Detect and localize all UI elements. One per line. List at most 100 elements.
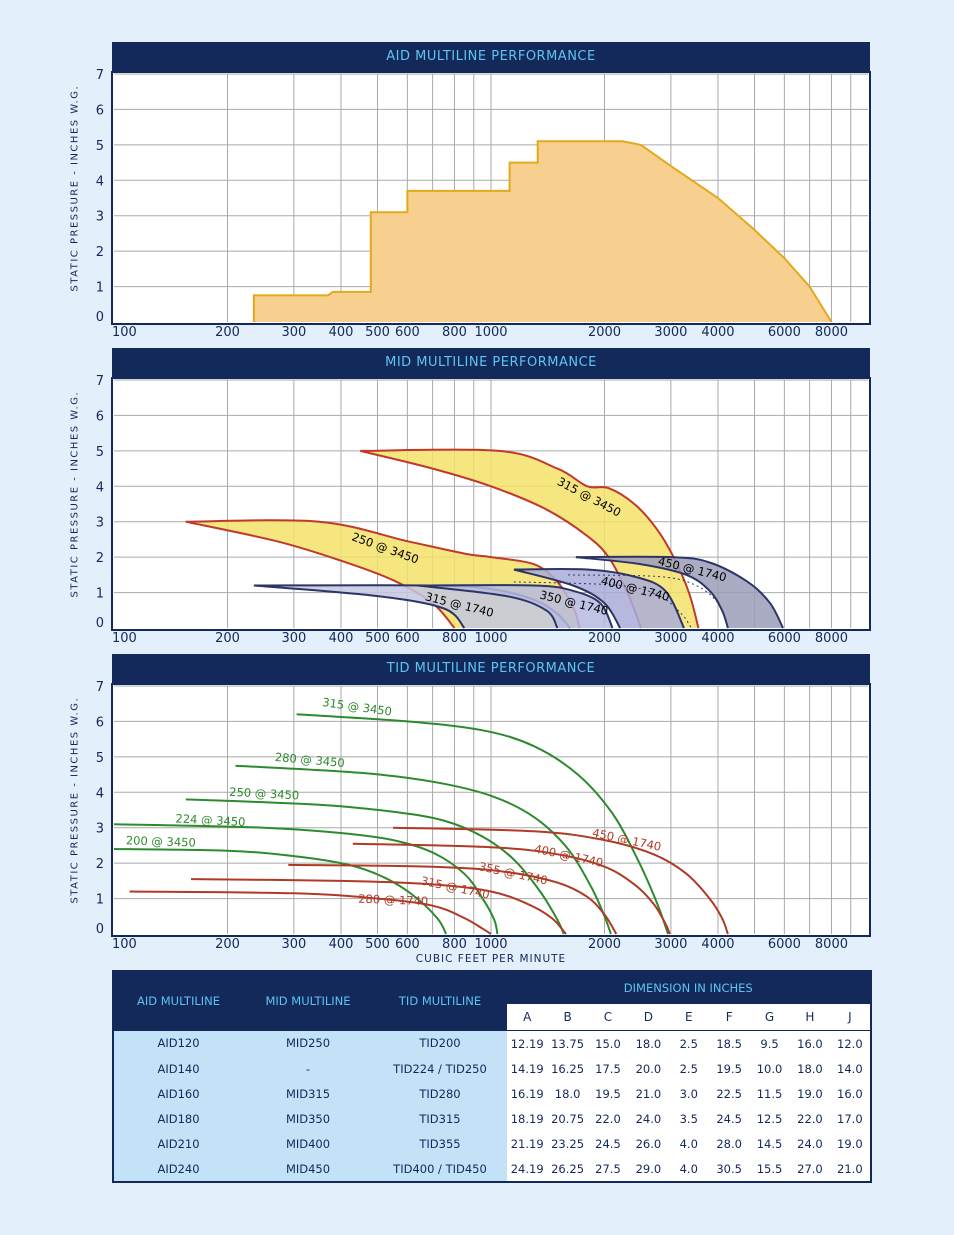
dimension-cell: 15.0 [587, 1030, 629, 1056]
y-tick-label: 6 [96, 103, 104, 118]
tid-model-cell: TID200 [373, 1030, 507, 1056]
dimension-cell: 21.0 [628, 1081, 669, 1106]
y-tick-label: 5 [96, 751, 104, 766]
tid-series-line [393, 826, 729, 935]
dimension-cell: 22.0 [789, 1106, 831, 1131]
dimension-cell: 12.0 [830, 1030, 871, 1056]
x-tick-label: 4000 [701, 325, 734, 340]
x-tick-label: 300 [281, 631, 306, 646]
dimension-cell: 3.0 [668, 1081, 709, 1106]
mid-band-area [253, 585, 570, 628]
tid-series-label: 280 @ 3450 [274, 750, 345, 770]
y-tick-label: 1 [96, 587, 104, 602]
y-tick-label: 2 [96, 245, 104, 260]
x-tick-label: 6000 [768, 631, 801, 646]
dimension-letter: J [830, 1004, 871, 1031]
tid-series-label: 224 @ 3450 [175, 811, 246, 829]
mid-y-axis-label: STATIC PRESSURE - INCHES W.G. [69, 390, 81, 598]
dimension-cell: 15.5 [749, 1156, 790, 1182]
dimension-cell: 18.0 [628, 1030, 669, 1056]
y-tick-label: 5 [96, 445, 104, 460]
dimension-cell: 3.5 [668, 1106, 709, 1131]
dimension-cell: 27.5 [587, 1156, 629, 1182]
tid-series-line [235, 764, 612, 935]
dimension-cell: 24.5 [587, 1131, 629, 1156]
aid-chart-title: AID MULTILINE PERFORMANCE [112, 42, 870, 72]
tid-series-label: 200 @ 3450 [126, 833, 196, 849]
x-tick-label: 2000 [588, 325, 621, 340]
dimension-header: DIMENSION IN INCHES [507, 971, 871, 1004]
dimension-cell: 22.0 [587, 1106, 629, 1131]
table-row: AID160 MID315 TID280 16.19 18.0 19.5 21.0 3.0 22… [113, 1081, 871, 1106]
x-tick-label: 2000 [588, 631, 621, 646]
x-tick-label: 1000 [474, 937, 507, 952]
table-row: AID240 MID450 TID400 / TID450 24.19 26.25 27.… [113, 1156, 871, 1182]
aid-model-cell: AID160 [113, 1081, 243, 1106]
dimension-cell: 16.0 [789, 1030, 831, 1056]
tid-column-header: TID MULTILINE [373, 971, 507, 1031]
y-tick-label: 6 [96, 409, 104, 424]
dimension-cell: 13.75 [547, 1030, 588, 1056]
aid-chart: AID MULTILINE PERFORMANCE 100 200 300 400 50… [96, 42, 871, 342]
dimension-cell: 30.5 [708, 1156, 750, 1182]
dimension-cell: 28.0 [708, 1131, 750, 1156]
y-tick-label: 0 [96, 922, 104, 937]
mid-band-area [417, 585, 613, 628]
x-tick-label: 500 [365, 325, 390, 340]
dimension-cell: 14.5 [749, 1131, 790, 1156]
y-tick-label: 3 [96, 822, 104, 837]
dimension-letter: A [507, 1004, 548, 1031]
x-tick-label: 8000 [815, 937, 848, 952]
x-tick-label: 200 [215, 937, 240, 952]
tid-chart-title: TID MULTILINE PERFORMANCE [112, 654, 870, 684]
x-tick-label: 800 [442, 325, 467, 340]
tid-series-line [113, 823, 499, 935]
dimension-cell: 17.5 [587, 1056, 629, 1081]
tid-series-line [296, 713, 670, 935]
dimension-cell: 21.0 [830, 1156, 871, 1182]
mid-dotted-curve [567, 574, 729, 629]
dimension-cell: 27.0 [789, 1156, 831, 1182]
x-tick-label: 600 [395, 325, 420, 340]
dimension-cell: 2.5 [668, 1030, 709, 1056]
x-tick-label: 3000 [654, 631, 687, 646]
table-row: AID210 MID400 TID355 21.19 23.25 24.5 26.0 4.0 2… [113, 1131, 871, 1156]
tid-series-label: 250 @ 3450 [229, 785, 300, 803]
dimension-cell: 24.0 [628, 1106, 669, 1131]
x-tick-label: 300 [281, 325, 306, 340]
dimension-letter: H [789, 1004, 831, 1031]
mid-band-area [360, 449, 699, 628]
y-tick-label: 3 [96, 210, 104, 225]
y-tick-label: 4 [96, 480, 104, 495]
aid-model-cell: AID140 [113, 1056, 243, 1081]
y-tick-label: 7 [96, 374, 104, 389]
x-tick-label: 100 [112, 325, 137, 340]
dimension-cell: 29.0 [628, 1156, 669, 1182]
tid-series-line [190, 878, 567, 935]
dimension-cell: 11.5 [749, 1081, 790, 1106]
tid-series-line [113, 848, 447, 935]
x-tick-label: 6000 [768, 325, 801, 340]
mid-model-cell: MID450 [243, 1156, 373, 1182]
dimension-cell: 18.0 [547, 1081, 588, 1106]
dimension-cell: 26.25 [547, 1156, 588, 1182]
tid-model-cell: TID355 [373, 1131, 507, 1156]
x-tick-label: 3000 [654, 937, 687, 952]
x-tick-label: 300 [281, 937, 306, 952]
x-tick-label: 800 [442, 937, 467, 952]
dimension-cell: 18.5 [708, 1030, 750, 1056]
dimension-cell: 14.19 [507, 1056, 548, 1081]
x-tick-label: 8000 [815, 631, 848, 646]
dimension-cell: 24.19 [507, 1156, 548, 1182]
dimension-cell: 4.0 [668, 1156, 709, 1182]
tid-series-line [129, 890, 492, 935]
mid-band-lower-curve [575, 556, 729, 629]
y-tick-label: 2 [96, 551, 104, 566]
dimension-cell: 18.0 [789, 1056, 831, 1081]
tid-model-cell: TID224 / TID250 [373, 1056, 507, 1081]
mid-band-upper-curve [417, 584, 614, 629]
mid-dotted-curve [513, 581, 692, 629]
dimension-cell: 20.75 [547, 1106, 588, 1131]
